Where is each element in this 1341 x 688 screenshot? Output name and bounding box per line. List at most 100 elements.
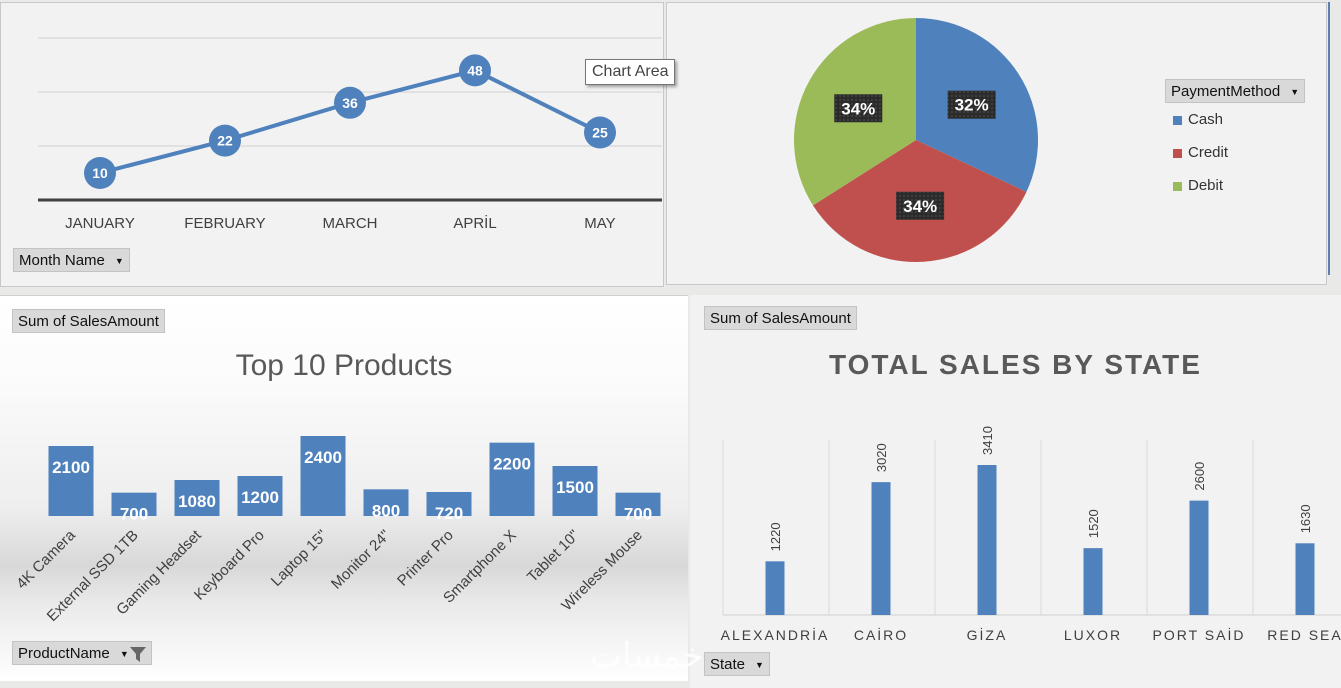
legend-item-cash[interactable]: Cash xyxy=(1173,111,1223,128)
bar xyxy=(1083,548,1103,615)
bar xyxy=(489,442,535,516)
x-tick-label: CAİRO xyxy=(854,626,908,643)
bar xyxy=(48,446,94,516)
state-sales-chart: 1220 ALEXANDRİA 3020 CAİRO 3410 GİZA 1520 LUXOR… xyxy=(721,426,1341,643)
panel-edge-divider xyxy=(1328,2,1330,275)
x-tick-label: JANUARY xyxy=(65,215,135,232)
product-name-field-button[interactable]: ProductName ▼ xyxy=(12,641,152,665)
data-point xyxy=(334,86,366,119)
data-label: 22 xyxy=(217,133,233,149)
bar xyxy=(300,436,346,516)
bar xyxy=(552,466,598,516)
x-tick-label: ALEXANDRİA xyxy=(721,626,830,643)
legend-item-credit[interactable]: Credit xyxy=(1173,144,1228,161)
x-tick-label: FEBRUARY xyxy=(184,215,265,232)
watermark: خمسات xyxy=(590,636,704,676)
bar xyxy=(1295,543,1315,615)
data-label: 1080 xyxy=(178,492,216,511)
state-sum-sales-button[interactable]: Sum of SalesAmount xyxy=(704,306,857,330)
x-tick-label: GİZA xyxy=(967,626,1008,643)
line-chart: 10 JANUARY 22 FEBRUARY 36 MARCH 48 APRİL 25 MAY xyxy=(38,37,662,232)
top-sum-sales-button[interactable]: Sum of SalesAmount xyxy=(12,309,165,333)
bar xyxy=(765,561,785,615)
month-name-field-button[interactable]: Month Name ▼ xyxy=(13,248,130,272)
legend-label-cash: Cash xyxy=(1188,111,1224,128)
data-label: 1520 xyxy=(1086,509,1101,538)
x-tick-label: Laptop 15" xyxy=(268,527,331,590)
bar xyxy=(363,489,409,516)
data-label: 2100 xyxy=(52,458,90,477)
data-label: 2400 xyxy=(304,448,342,467)
data-label: 32% xyxy=(955,96,989,115)
legend-item-debit[interactable]: Debit xyxy=(1173,177,1223,194)
legend-label-credit: Credit xyxy=(1188,144,1229,161)
x-tick-label: Tablet 10" xyxy=(524,527,583,586)
data-label-box xyxy=(834,94,883,123)
x-tick-label: 4K Camera xyxy=(13,526,79,592)
data-label: 3020 xyxy=(874,443,889,472)
data-label: 2600 xyxy=(1192,462,1207,491)
state-sales-title: TOTAL SALES BY STATE xyxy=(829,349,1202,380)
bar xyxy=(426,492,472,516)
top-products-panel[interactable]: 2100 4K Camera 700 External SSD 1TB 1080 Gami… xyxy=(0,295,688,681)
x-tick-label: APRİL xyxy=(453,214,496,232)
chevron-down-icon: ▼ xyxy=(755,659,764,670)
payment-method-field-button[interactable]: PaymentMethod ▼ xyxy=(1165,79,1306,103)
data-label: 34% xyxy=(841,99,875,118)
data-label: 700 xyxy=(120,505,148,524)
chevron-down-icon: ▼ xyxy=(114,255,124,266)
bar xyxy=(111,492,157,516)
data-point xyxy=(584,116,616,149)
data-point xyxy=(84,157,116,189)
top-sum-sales-label: Sum of SalesAmount xyxy=(18,313,159,330)
data-point xyxy=(209,124,241,157)
data-label: 1200 xyxy=(241,488,279,507)
data-label: 720 xyxy=(435,504,463,523)
data-label: 10 xyxy=(92,165,108,181)
data-label: 34% xyxy=(903,197,937,216)
bar xyxy=(871,482,891,615)
data-label: 2200 xyxy=(493,455,531,474)
payment-method-label: PaymentMethod xyxy=(1171,83,1281,100)
x-tick-label: PORT SAİD xyxy=(1153,626,1246,643)
data-label: 1630 xyxy=(1298,504,1313,533)
product-name-label: ProductName xyxy=(18,645,110,662)
data-label: 3410 xyxy=(980,426,995,455)
state-field-label: State xyxy=(710,656,746,673)
data-point xyxy=(459,54,491,87)
data-label: 48 xyxy=(467,62,483,78)
data-label-box xyxy=(896,191,945,220)
data-label: 1500 xyxy=(556,478,594,497)
data-label: 1220 xyxy=(768,522,783,551)
pie-chart: 32% 34% 34% xyxy=(794,17,1038,262)
line-chart-panel[interactable]: 10 JANUARY 22 FEBRUARY 36 MARCH 48 APRİL 25 MAY M… xyxy=(0,2,664,287)
legend-label-debit: Debit xyxy=(1188,177,1224,194)
bar xyxy=(615,492,661,516)
chevron-down-icon: ▼ xyxy=(119,648,129,659)
data-label: 36 xyxy=(342,95,358,111)
state-sum-sales-label: Sum of SalesAmount xyxy=(710,310,851,327)
bar xyxy=(174,480,220,516)
data-label-box xyxy=(947,90,996,119)
bar xyxy=(1189,500,1209,615)
filter-icon xyxy=(129,646,146,662)
legend-swatch-cash xyxy=(1173,115,1182,125)
bar xyxy=(977,465,997,615)
top-products-title: Top 10 Products xyxy=(235,349,453,382)
data-label: 800 xyxy=(372,501,400,520)
chart-area-tooltip: Chart Area xyxy=(585,59,676,85)
chevron-down-icon: ▼ xyxy=(1290,86,1300,97)
state-field-button[interactable]: State ▼ xyxy=(704,652,770,676)
bar xyxy=(237,476,283,516)
pie-chart-panel[interactable]: 32% 34% 34% xyxy=(666,2,1327,285)
data-label: 25 xyxy=(592,125,608,141)
x-tick-label: RED SEA xyxy=(1267,627,1341,643)
legend-swatch-debit xyxy=(1173,181,1182,191)
state-sales-panel[interactable]: 1220 ALEXANDRİA 3020 CAİRO 3410 GİZA 1520 LUXOR… xyxy=(690,295,1341,688)
x-tick-label: Printer Pro xyxy=(394,527,457,590)
x-tick-label: LUXOR xyxy=(1064,627,1122,643)
series-line xyxy=(99,68,601,175)
x-tick-label: MAY xyxy=(584,215,615,232)
legend-swatch-credit xyxy=(1173,148,1182,158)
